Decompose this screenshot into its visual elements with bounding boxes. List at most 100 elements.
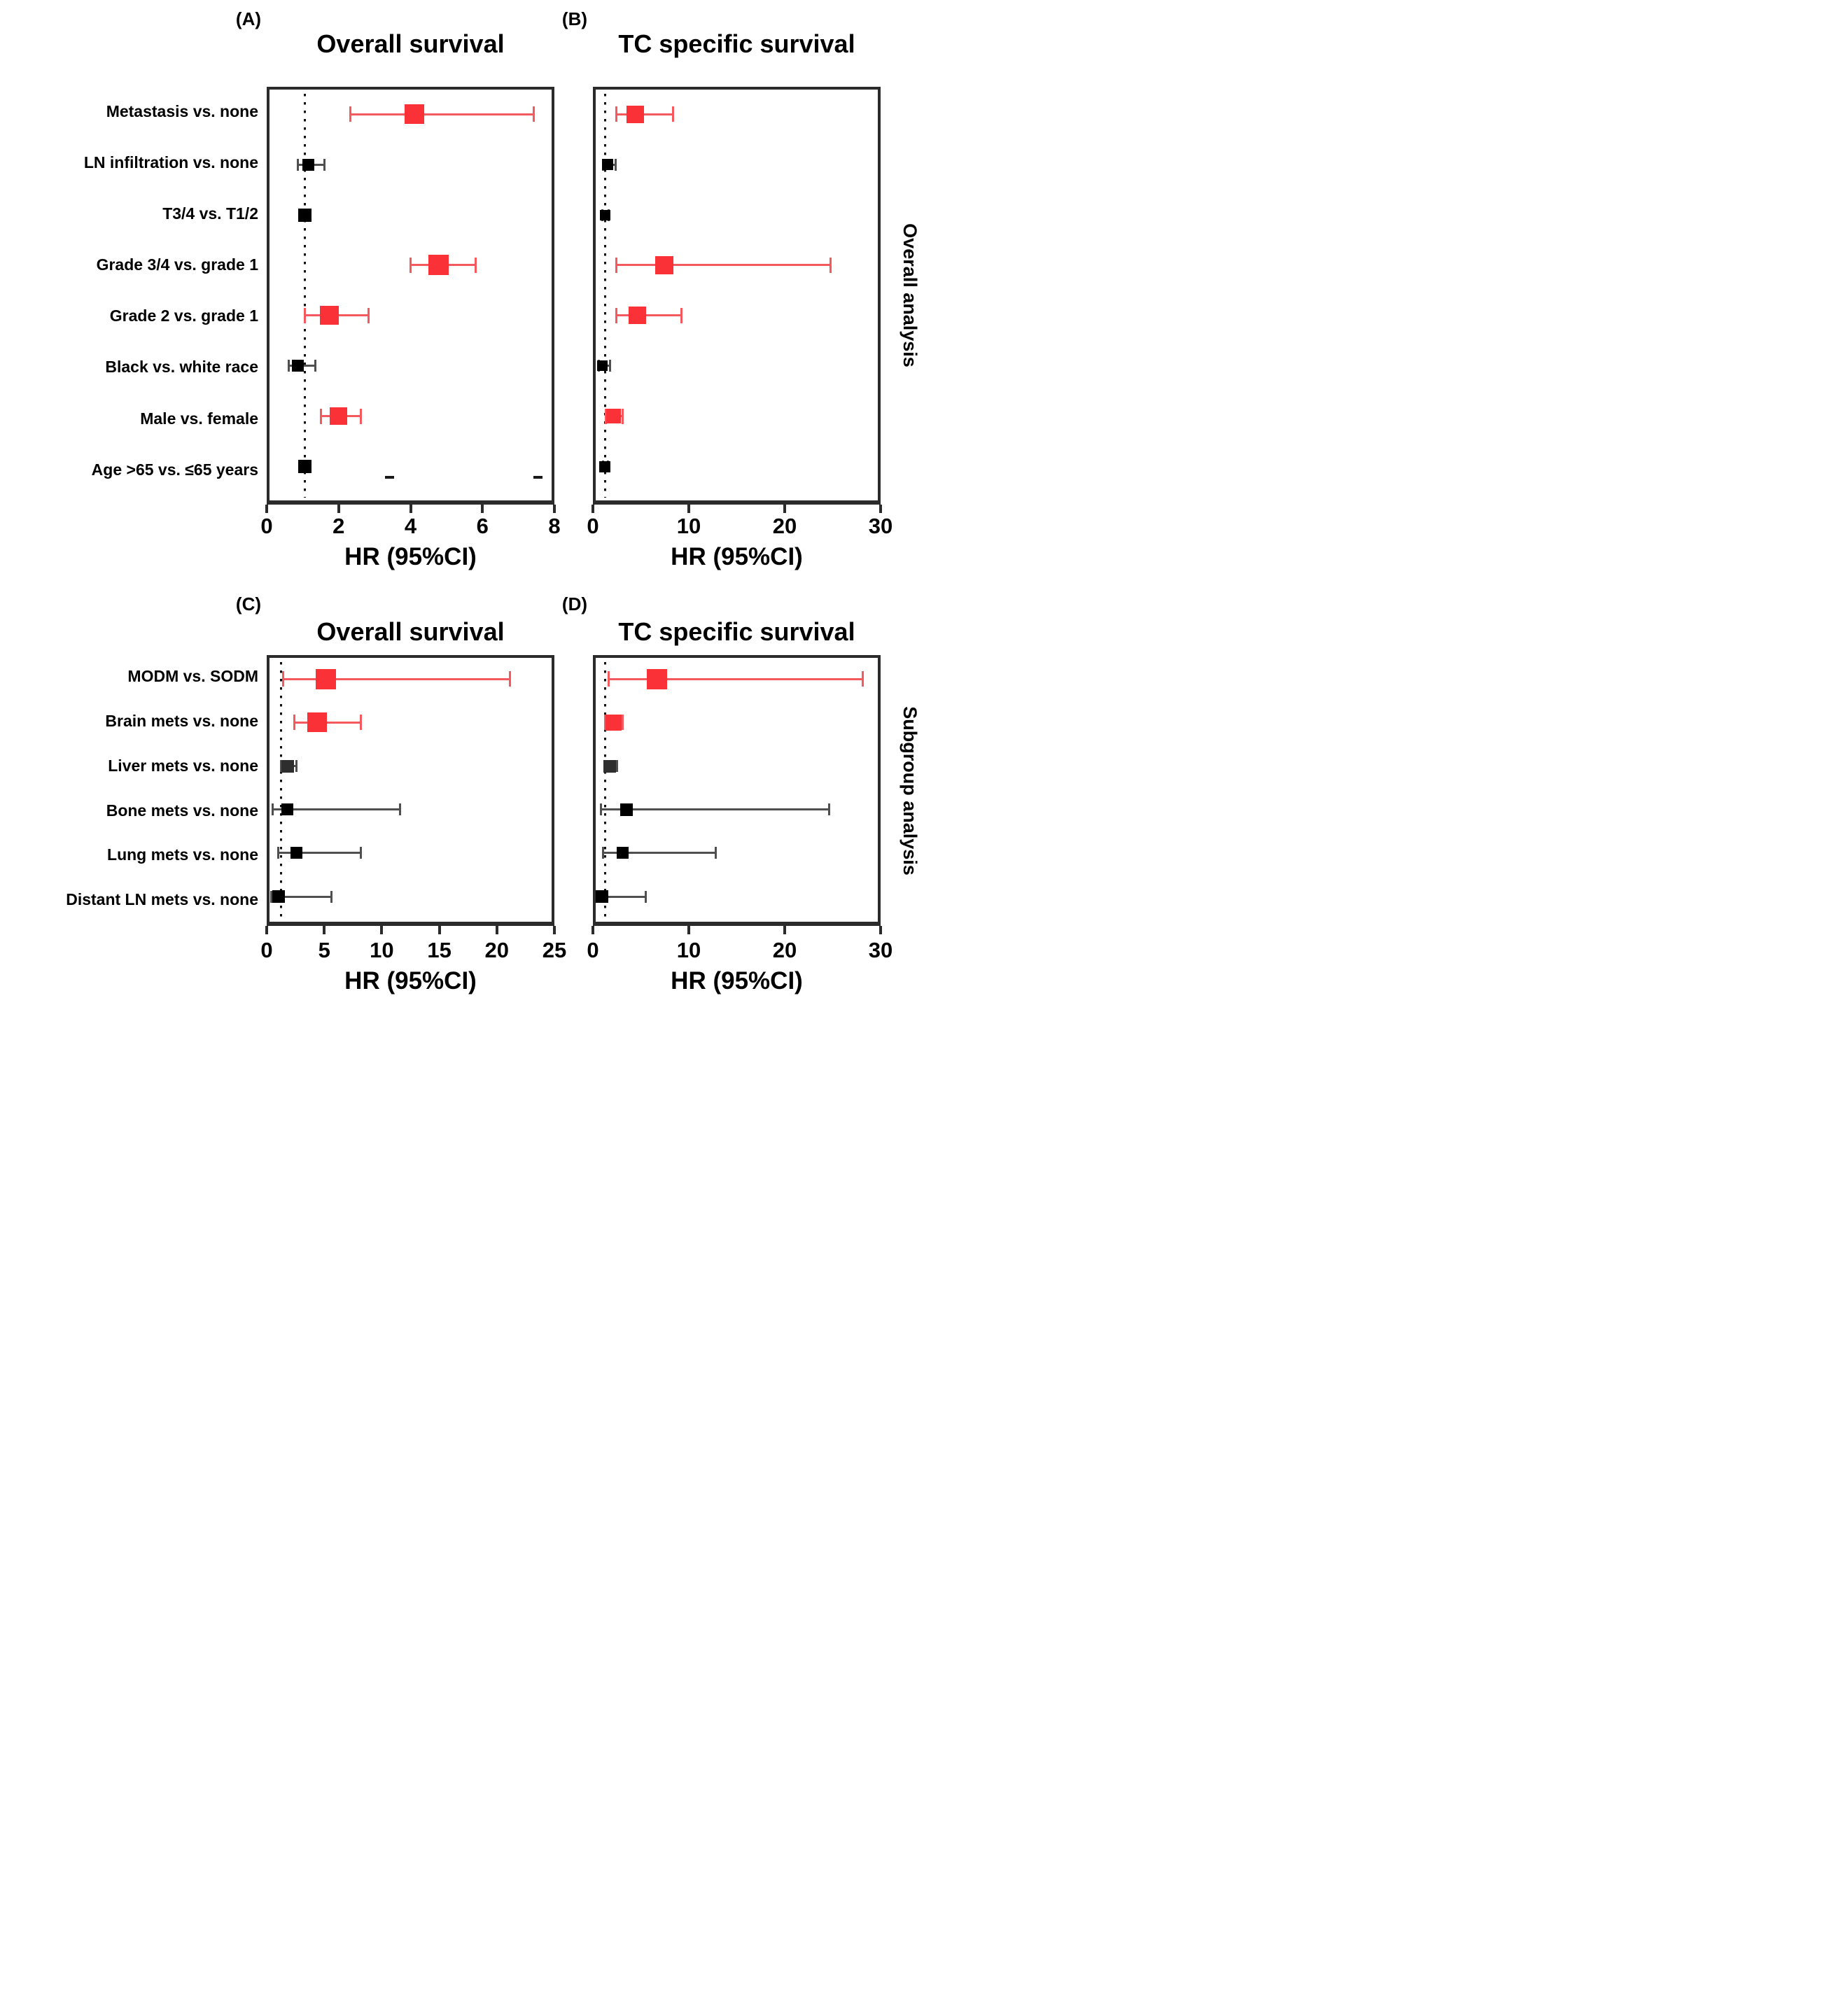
row-label: Grade 2 vs. grade 1	[109, 307, 258, 325]
row-marker	[281, 759, 294, 773]
axis-tick-label: 10	[370, 938, 394, 962]
axis-title: HR (95%CI)	[344, 967, 477, 995]
error-bar-cap-right	[295, 760, 298, 773]
axis-tick-label: 10	[676, 938, 701, 962]
axis-tick-label: 15	[427, 938, 451, 962]
axis-tick-label: 30	[868, 938, 893, 962]
error-bar-cap-left	[303, 307, 306, 323]
error-bar-cap-left	[281, 671, 284, 687]
error-bar-cap-right	[671, 106, 674, 122]
row-marker	[307, 712, 327, 733]
row-label: Distant LN mets vs. none	[66, 890, 258, 909]
artifact-dash	[385, 475, 395, 479]
row-marker	[620, 803, 634, 816]
row-marker	[290, 847, 303, 859]
row-marker	[628, 307, 646, 325]
panel-frame-C	[267, 655, 554, 926]
row-marker	[599, 461, 611, 472]
row-label: Age >65 vs. ≤65 years	[91, 460, 258, 479]
axis-tick	[879, 926, 882, 934]
error-bar-cap-right	[399, 803, 402, 816]
row-marker	[655, 255, 674, 274]
row-label: Metastasis vs. none	[106, 101, 258, 120]
panel-title: TC specific survival	[618, 617, 855, 646]
error-bar-cap-right	[314, 360, 316, 372]
panel-tag: (B)	[561, 8, 587, 29]
error-bar-cap-left	[603, 715, 606, 731]
row-marker	[606, 409, 622, 424]
error-bar	[283, 677, 510, 680]
axis-tick-label: 10	[676, 514, 701, 538]
axis-title: HR (95%CI)	[344, 543, 477, 570]
reference-line	[603, 662, 606, 919]
axis-tick	[337, 505, 340, 513]
axis-tick-label: 25	[542, 938, 567, 962]
panel-frame-A	[267, 87, 554, 505]
axis-tick	[481, 505, 484, 513]
row-marker	[281, 803, 294, 816]
row-marker	[320, 306, 340, 325]
axis-tick	[438, 926, 441, 934]
error-bar	[271, 895, 332, 898]
error-bar	[597, 895, 646, 898]
axis-title: HR (95%CI)	[671, 967, 803, 995]
error-bar-cap-right	[608, 360, 611, 372]
reference-line	[279, 662, 282, 919]
error-bar-cap-right	[367, 307, 370, 323]
axis-tick-label: 6	[476, 514, 489, 538]
axis-tick	[265, 926, 268, 934]
error-bar-cap-right	[830, 257, 832, 273]
row-marker	[617, 847, 629, 859]
row-marker	[298, 208, 312, 222]
row-marker	[602, 159, 614, 171]
error-bar-cap-right	[323, 158, 326, 171]
error-bar-cap-right	[360, 847, 363, 859]
panel-tag: (A)	[235, 8, 261, 29]
error-bar-cap-right	[360, 715, 363, 731]
axis-tick-label: 5	[318, 938, 330, 962]
error-bar	[601, 808, 830, 811]
reference-line	[303, 94, 306, 498]
error-bar-cap-right	[475, 257, 477, 273]
error-bar-cap-left	[605, 408, 608, 424]
forest-plot-figure: (A) Overall survival Metastasis vs. none LN…	[0, 0, 924, 1005]
axis-tick-label: 20	[484, 938, 510, 962]
side-label: Subgroup analysis	[899, 706, 920, 876]
panel-tag: (D)	[561, 593, 587, 614]
error-bar-cap-right	[533, 106, 536, 122]
row-marker	[596, 360, 608, 372]
row-label: Lung mets vs. none	[107, 845, 258, 864]
axis-tick	[409, 505, 412, 513]
reference-line	[603, 94, 606, 498]
axis-tick	[687, 505, 690, 513]
error-bar-cap-right	[680, 307, 682, 323]
error-bar-cap-left	[349, 106, 352, 122]
axis-tick	[592, 505, 594, 513]
error-bar	[616, 113, 673, 115]
error-bar	[294, 721, 361, 724]
artifact-dash	[533, 475, 542, 479]
axis-tick-label: 0	[587, 938, 599, 962]
error-bar	[278, 852, 361, 855]
axis-tick	[553, 926, 556, 934]
row-marker	[298, 460, 312, 474]
row-marker	[646, 668, 667, 689]
error-bar-cap-left	[293, 715, 295, 731]
axis-tick	[687, 926, 690, 934]
row-marker	[272, 890, 285, 904]
error-bar	[608, 677, 863, 680]
row-marker	[291, 360, 304, 372]
error-bar-cap-left	[615, 307, 618, 323]
error-bar-cap-right	[862, 671, 864, 687]
row-label: LN infiltration vs. none	[83, 153, 258, 171]
row-marker	[603, 759, 617, 773]
row-label: T3/4 vs. T1/2	[162, 204, 258, 223]
side-label: Overall analysis	[899, 223, 920, 367]
error-bar-cap-left	[615, 106, 618, 122]
axis-tick-label: 0	[260, 938, 273, 962]
panel-tag: (C)	[235, 593, 261, 614]
axis-tick	[265, 505, 268, 513]
error-bar-cap-left	[279, 760, 282, 773]
error-bar-cap-right	[360, 408, 363, 424]
error-bar	[603, 852, 716, 855]
